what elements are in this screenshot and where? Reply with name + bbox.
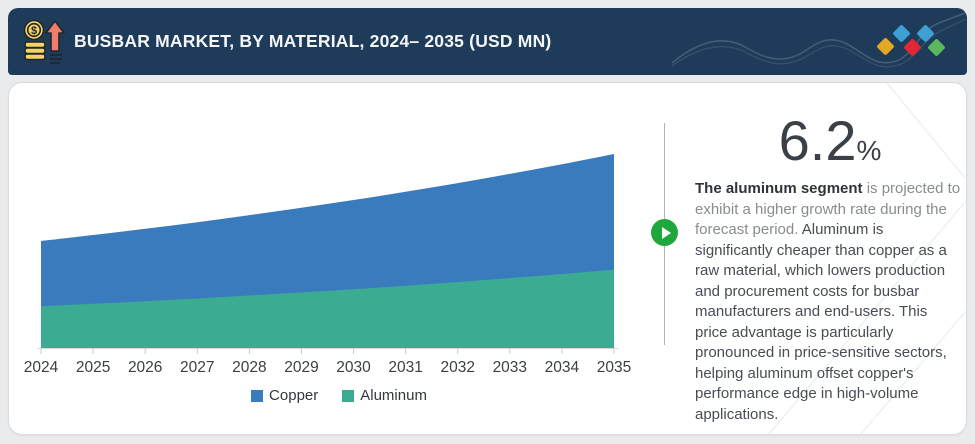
insight-text: The aluminum segment is projected to exh…	[695, 179, 963, 425]
x-axis-label: 2033	[493, 359, 527, 376]
insight-lead-rest: is projected to exhibit a higher growth …	[695, 180, 961, 238]
x-axis-label: 2034	[545, 359, 580, 376]
wave-decoration	[671, 12, 967, 68]
x-axis-label: 2025	[76, 359, 110, 376]
busbar-area-chart: 2024 2025 2026 2027 2028 2029 2030 2031 2032 2033…	[24, 154, 631, 376]
x-axis-label: 2028	[232, 359, 266, 376]
legend-label-copper: Copper	[269, 387, 319, 404]
x-axis-label: 2024	[24, 359, 59, 376]
legend-item-aluminum: Aluminum	[342, 387, 427, 404]
legend-swatch-copper	[251, 389, 264, 402]
insight-lead-bold: The aluminum segment	[695, 180, 863, 197]
money-growth-icon: $	[23, 19, 65, 64]
chart-legend: Copper Aluminum	[9, 387, 669, 404]
x-axis-label: 2035	[597, 359, 631, 376]
x-axis-label: 2030	[336, 359, 371, 376]
x-axis-label: 2026	[128, 359, 162, 376]
play-button[interactable]	[651, 219, 678, 246]
content-card: 2024 2025 2026 2027 2028 2029 2030 2031 2032 2033…	[8, 82, 967, 435]
x-axis-label: 2027	[180, 359, 214, 376]
legend-label-aluminum: Aluminum	[360, 387, 427, 404]
aluminum-area	[41, 269, 614, 348]
x-axis-label: 2032	[440, 359, 474, 376]
insight-panel: 6.2% The aluminum segment is projected t…	[695, 113, 965, 425]
x-axis-label: 2031	[388, 359, 422, 376]
page-title: BUSBAR MARKET, BY MATERIAL, 2024– 2035 (…	[74, 31, 552, 51]
play-icon	[661, 226, 671, 239]
legend-swatch-aluminum	[342, 389, 355, 402]
percent-sign: %	[856, 135, 882, 166]
insight-body: Aluminum is significantly cheaper than c…	[695, 221, 947, 423]
x-axis-label: 2029	[284, 359, 318, 376]
legend-item-copper: Copper	[251, 387, 318, 404]
dollar-sign-icon: $	[31, 25, 37, 37]
growth-rate-stat: 6.2%	[695, 113, 965, 169]
header-banner: $ BUSBAR MARKET, BY MATERIAL, 2024– 2035…	[8, 8, 967, 75]
growth-rate-value: 6.2	[778, 109, 857, 172]
